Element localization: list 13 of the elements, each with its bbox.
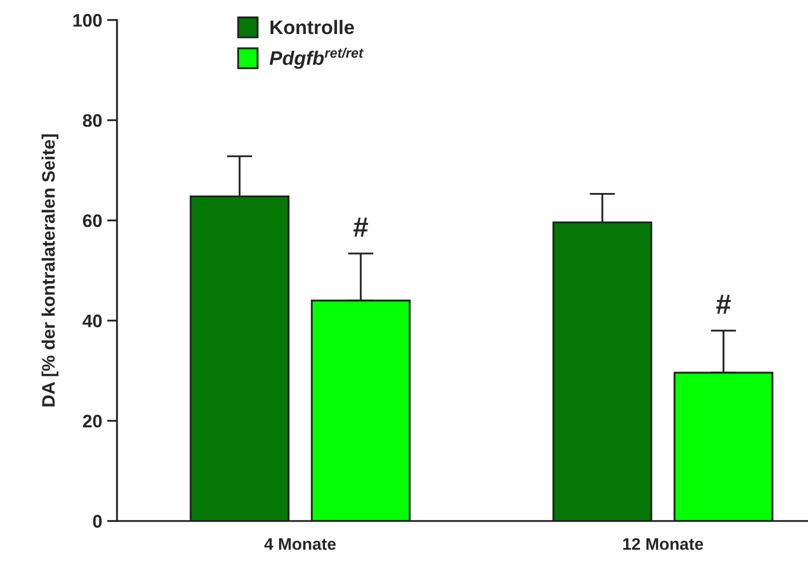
y-tick-label: 0 [93, 514, 102, 528]
annotation: # [354, 218, 368, 237]
y-axis-title: DA [% der kontralateralen Seite] [42, 134, 58, 406]
legend-label: Pdgfb$^{ret/ret}$ [270, 48, 364, 69]
annotation: # [716, 294, 731, 314]
y-tick-label: 40 [82, 314, 102, 328]
legend-label: Kontrolle [270, 20, 354, 34]
y-tick-label: 20 [82, 414, 102, 428]
y-tick-label: 100 [73, 14, 102, 27]
x-tick-label: 12 Monate [623, 538, 704, 550]
x-tick-label: 4 Monate [264, 538, 336, 550]
y-tick-label: 60 [82, 214, 102, 228]
y-tick-label: 80 [82, 114, 102, 127]
